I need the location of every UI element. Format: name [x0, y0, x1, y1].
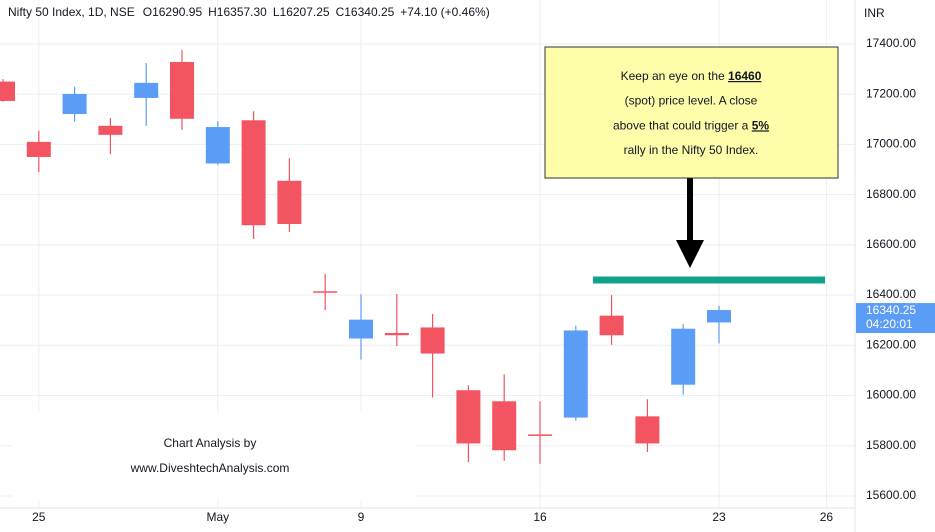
callout-line: Keep an eye on the 16460: [621, 69, 762, 83]
price-tag-countdown: 04:20:01: [866, 317, 913, 331]
x-tick-label: 9: [358, 510, 365, 524]
legend-header: Nifty 50 Index, 1D, NSE O16290.95 H16357.3…: [8, 5, 490, 19]
candle-body: [134, 82, 159, 98]
callout-text: Keep an eye on the: [621, 69, 728, 83]
annotations: Keep an eye on the 16460 (spot) price lev…: [8, 5, 839, 500]
price-tag-value: 16340.25: [866, 303, 916, 317]
legend-value: C16340.25: [336, 5, 395, 19]
watermark-box: [12, 412, 415, 500]
y-tick-label: 17200.00: [866, 86, 916, 100]
callout-line: (spot) price level. A close: [625, 94, 758, 108]
callout-box: [544, 46, 839, 179]
candle-body: [0, 81, 15, 101]
x-tick-label: May: [206, 510, 229, 524]
legend-value: O16290.95: [143, 5, 203, 19]
candle-body: [205, 127, 230, 164]
plot-area: [0, 49, 731, 464]
x-tick-label: 23: [712, 510, 726, 524]
candle-body: [241, 120, 266, 226]
callout-line: rally in the Nifty 50 Index.: [624, 143, 759, 157]
callout-text: rally in the Nifty 50 Index.: [624, 143, 759, 157]
y-tick-label: 16400.00: [866, 287, 916, 301]
legend-value: +74.10 (+0.46%): [400, 5, 489, 19]
x-tick-label: 26: [820, 510, 834, 524]
y-tick-label: 16000.00: [866, 388, 916, 402]
price-tag: [856, 303, 935, 334]
y-tick-label: 16800.00: [866, 187, 916, 201]
candle-body: [456, 390, 481, 444]
candle-body: [98, 125, 123, 135]
y-tick-label: 16200.00: [866, 337, 916, 351]
candle-body: [62, 93, 87, 115]
watermark-text: Chart Analysis by: [164, 436, 257, 450]
candle-body: [492, 401, 517, 451]
axes: 15600.00 15800.00 16000.00 16200.00 16400.00…: [32, 6, 935, 524]
candle-body: [26, 141, 51, 157]
candle-body: [384, 332, 409, 336]
symbol-name: Nifty 50 Index, 1D, NSE: [8, 5, 135, 19]
callout-highlight: 16460: [728, 69, 762, 83]
y-tick-label: 16600.00: [866, 237, 916, 251]
y-tick-label: 17400.00: [866, 36, 916, 50]
legend-value: H16357.30: [208, 5, 267, 19]
arrow-head: [676, 240, 704, 268]
candle-body: [671, 328, 696, 385]
x-tick-label: 25: [32, 510, 46, 524]
y-tick-label: 17000.00: [866, 137, 916, 151]
watermark-text: www.DiveshtechAnalysis.com: [130, 461, 290, 475]
candle-body: [313, 291, 338, 293]
candle-body: [599, 315, 624, 336]
callout-text: (spot) price level. A close: [625, 94, 758, 108]
y-tick-label: 15600.00: [866, 488, 916, 502]
candle-body: [635, 416, 660, 444]
candle-body: [563, 330, 588, 418]
callout-text: above that could trigger a: [613, 119, 752, 133]
currency-label: INR: [864, 6, 885, 20]
candle-body: [170, 62, 194, 119]
legend-value: L16207.25: [273, 5, 330, 19]
candle-body: [277, 180, 302, 224]
callout-line: above that could trigger a 5%: [613, 119, 769, 133]
candle-body: [528, 434, 552, 436]
candle-body: [349, 319, 373, 339]
x-tick-label: 16: [533, 510, 547, 524]
candle-body: [707, 310, 731, 323]
callout-highlight: 5%: [752, 119, 770, 133]
candle-body: [420, 327, 445, 354]
y-tick-label: 15800.00: [866, 438, 916, 452]
